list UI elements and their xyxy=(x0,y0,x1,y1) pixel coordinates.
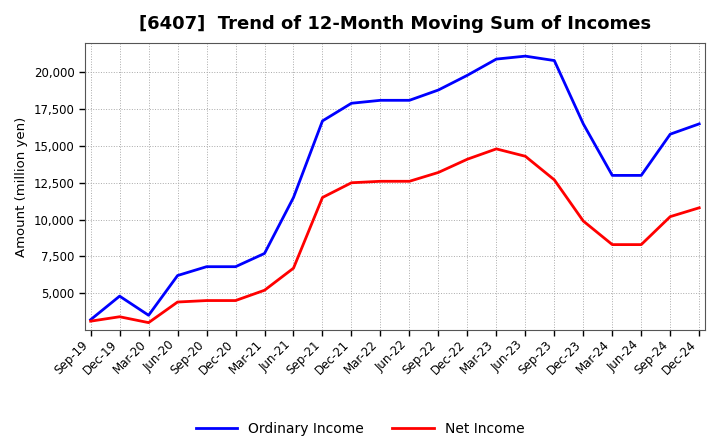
Net Income xyxy=(695,205,703,210)
Net Income xyxy=(144,320,153,325)
Net Income xyxy=(86,319,95,324)
Ordinary Income xyxy=(521,54,530,59)
Ordinary Income xyxy=(202,264,211,269)
Ordinary Income xyxy=(86,317,95,323)
Net Income xyxy=(521,154,530,159)
Ordinary Income xyxy=(115,293,124,299)
Net Income xyxy=(202,298,211,303)
Ordinary Income xyxy=(144,313,153,318)
Ordinary Income xyxy=(579,121,588,127)
Title: [6407]  Trend of 12-Month Moving Sum of Incomes: [6407] Trend of 12-Month Moving Sum of I… xyxy=(139,15,651,33)
Net Income xyxy=(608,242,616,247)
Ordinary Income xyxy=(695,121,703,127)
Ordinary Income xyxy=(289,195,298,200)
Ordinary Income xyxy=(347,101,356,106)
Ordinary Income xyxy=(260,251,269,256)
Line: Net Income: Net Income xyxy=(91,149,699,323)
Ordinary Income xyxy=(637,173,646,178)
Ordinary Income xyxy=(463,73,472,78)
Net Income xyxy=(405,179,414,184)
Net Income xyxy=(174,299,182,304)
Y-axis label: Amount (million yen): Amount (million yen) xyxy=(15,116,28,257)
Net Income xyxy=(550,177,559,183)
Net Income xyxy=(579,218,588,224)
Ordinary Income xyxy=(405,98,414,103)
Ordinary Income xyxy=(174,273,182,278)
Ordinary Income xyxy=(550,58,559,63)
Net Income xyxy=(376,179,384,184)
Ordinary Income xyxy=(376,98,384,103)
Net Income xyxy=(115,314,124,319)
Net Income xyxy=(289,265,298,271)
Net Income xyxy=(434,170,443,175)
Net Income xyxy=(260,288,269,293)
Net Income xyxy=(231,298,240,303)
Ordinary Income xyxy=(231,264,240,269)
Net Income xyxy=(492,146,500,151)
Ordinary Income xyxy=(318,118,327,124)
Net Income xyxy=(463,157,472,162)
Net Income xyxy=(318,195,327,200)
Ordinary Income xyxy=(492,56,500,62)
Line: Ordinary Income: Ordinary Income xyxy=(91,56,699,320)
Net Income xyxy=(666,214,675,219)
Ordinary Income xyxy=(608,173,616,178)
Net Income xyxy=(347,180,356,185)
Net Income xyxy=(637,242,646,247)
Ordinary Income xyxy=(666,132,675,137)
Legend: Ordinary Income, Net Income: Ordinary Income, Net Income xyxy=(190,417,530,440)
Ordinary Income xyxy=(434,88,443,93)
